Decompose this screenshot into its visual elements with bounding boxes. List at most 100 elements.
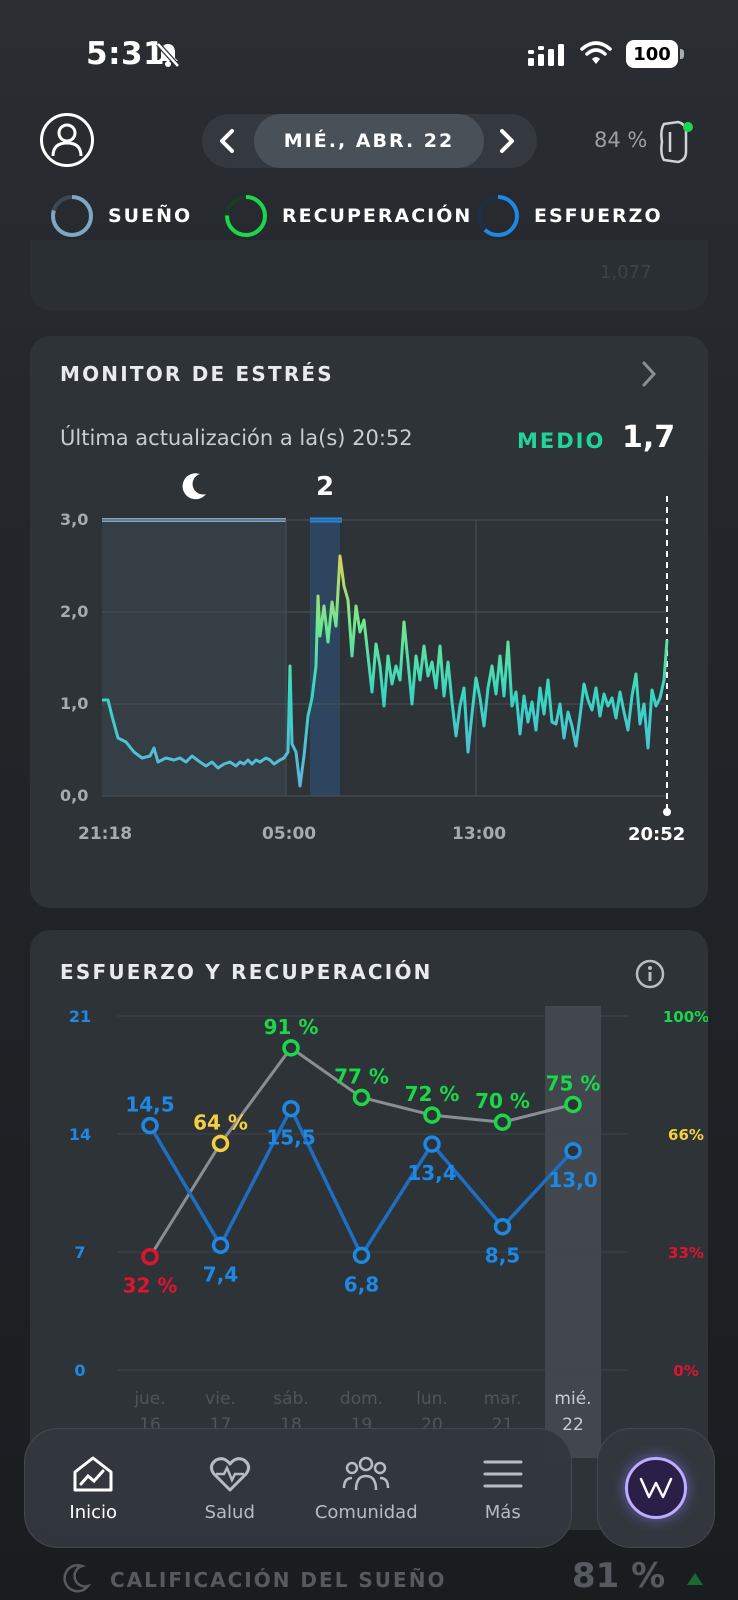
left-axis-tick: 0	[74, 1361, 85, 1380]
day-label: lun.	[416, 1389, 448, 1409]
tab-effort-label: ESFUERZO	[534, 205, 663, 227]
bottom-nav: Inicio Salud Comunidad Más	[24, 1428, 572, 1548]
tab-sleep[interactable]: SUEÑO	[50, 194, 192, 238]
moon-icon	[182, 473, 206, 500]
recovery-point	[141, 1247, 159, 1266]
status-time: 5:31	[86, 36, 166, 72]
left-axis-tick: 14	[69, 1125, 91, 1144]
sleep-ring-icon	[51, 195, 93, 237]
nav-more-label: Más	[484, 1501, 521, 1523]
device-battery: 84 %	[594, 128, 648, 152]
nav-more[interactable]: Más	[438, 1454, 568, 1523]
recovery-label: 91 %	[264, 1015, 319, 1039]
chevron-left-icon[interactable]	[218, 128, 236, 154]
day-number: 22	[562, 1415, 584, 1435]
recovery-label: 72 %	[405, 1082, 460, 1106]
strain-point	[141, 1116, 159, 1135]
people-icon	[343, 1456, 390, 1490]
x-tick: 05:00	[262, 824, 317, 844]
profile-button[interactable]	[40, 113, 94, 167]
nav-home-label: Inicio	[69, 1501, 118, 1523]
home-chart-icon	[73, 1456, 113, 1491]
wearable-icon[interactable]	[656, 118, 696, 166]
strain-label: 13,0	[548, 1168, 597, 1192]
day-label: mié.	[554, 1389, 591, 1409]
strain-label: 8,5	[485, 1244, 520, 1268]
recovery-point	[564, 1095, 582, 1114]
strain-label: 14,5	[125, 1093, 174, 1117]
recovery-point	[423, 1106, 441, 1124]
date-label[interactable]: MIÉ., ABR. 22	[254, 114, 484, 168]
battery-indicator: 100	[626, 40, 678, 68]
right-axis-tick: 0%	[673, 1362, 698, 1380]
sleep-score-label: CALIFICACIÓN DEL SUEÑO	[110, 1568, 447, 1592]
strain-point	[211, 1236, 230, 1255]
wifi-icon	[580, 41, 612, 64]
sleep-score-value: 81 %	[572, 1556, 666, 1596]
nav-community-label: Comunidad	[314, 1501, 418, 1523]
recovery-point	[282, 1039, 300, 1057]
y-tick: 2,0	[60, 602, 89, 621]
coach-icon	[639, 1477, 673, 1499]
user-icon	[51, 123, 83, 157]
left-axis-tick: 21	[69, 1007, 91, 1026]
recovery-point	[211, 1134, 230, 1153]
chevron-right-icon[interactable]	[498, 128, 516, 154]
strain-point	[564, 1142, 582, 1160]
nav-health[interactable]: Salud	[165, 1454, 295, 1523]
previous-card[interactable]: 1,077	[30, 240, 708, 310]
sleep-region	[102, 520, 286, 796]
triangle-up-icon	[687, 1573, 703, 1585]
day-label: mar.	[484, 1389, 522, 1409]
recovery-point	[493, 1113, 512, 1131]
recovery-label: 70 %	[475, 1089, 530, 1113]
x-tick: 13:00	[452, 824, 507, 844]
battery-tip	[680, 49, 684, 59]
day-label: vie.	[205, 1389, 236, 1409]
nav-home[interactable]: Inicio	[28, 1454, 158, 1523]
previous-card-value: 1,077	[600, 262, 652, 283]
signal-icon	[528, 44, 564, 66]
tab-sleep-label: SUEÑO	[108, 205, 193, 227]
effort-title: ESFUERZO Y RECUPERACIÓN	[60, 960, 433, 984]
recovery-label: 32 %	[123, 1274, 178, 1298]
activity-region	[310, 520, 340, 796]
left-axis-tick: 7	[74, 1243, 85, 1262]
stress-marker: 2	[316, 472, 335, 502]
strain-label: 7,4	[203, 1262, 238, 1286]
menu-icon	[483, 1460, 523, 1487]
recovery-point	[352, 1088, 371, 1107]
heart-pulse-icon	[209, 1456, 250, 1491]
strain-label: 15,5	[266, 1126, 315, 1150]
tab-recovery-label: RECUPERACIÓN	[282, 205, 473, 227]
coach-button[interactable]	[597, 1428, 715, 1548]
now-dot	[663, 808, 671, 816]
y-tick: 3,0	[60, 510, 89, 529]
recovery-label: 77 %	[334, 1064, 389, 1088]
recovery-ring-icon	[225, 195, 267, 237]
y-tick: 1,0	[60, 694, 89, 713]
day-label: sáb.	[273, 1389, 308, 1409]
moon-outline-icon	[63, 1564, 92, 1593]
recovery-label: 75 %	[546, 1072, 601, 1096]
right-axis-tick: 66%	[668, 1126, 704, 1144]
chevron-right-icon[interactable]	[640, 360, 658, 388]
stress-value: 1,7	[622, 420, 676, 455]
right-axis-tick: 33%	[668, 1244, 704, 1262]
stress-monitor-card[interactable]: MONITOR DE ESTRÉS Última actualización a…	[30, 336, 708, 908]
stress-updated: Última actualización a la(s) 20:52	[60, 426, 413, 450]
tab-effort[interactable]: ESFUERZO	[476, 194, 663, 238]
tab-recovery[interactable]: RECUPERACIÓN	[224, 194, 472, 238]
y-tick: 0,0	[60, 786, 89, 805]
stress-line	[102, 554, 669, 788]
strain-point	[352, 1246, 371, 1265]
day-label: dom.	[340, 1389, 383, 1409]
x-tick: 21:18	[78, 824, 133, 844]
coach-logo	[625, 1457, 687, 1519]
nav-community[interactable]: Comunidad	[301, 1454, 431, 1523]
info-icon[interactable]	[634, 958, 666, 990]
x-tick: 20:52	[628, 824, 686, 845]
right-axis-tick: 100%	[663, 1008, 708, 1026]
strain-label: 6,8	[344, 1272, 379, 1296]
strain-label: 13,4	[407, 1161, 456, 1185]
